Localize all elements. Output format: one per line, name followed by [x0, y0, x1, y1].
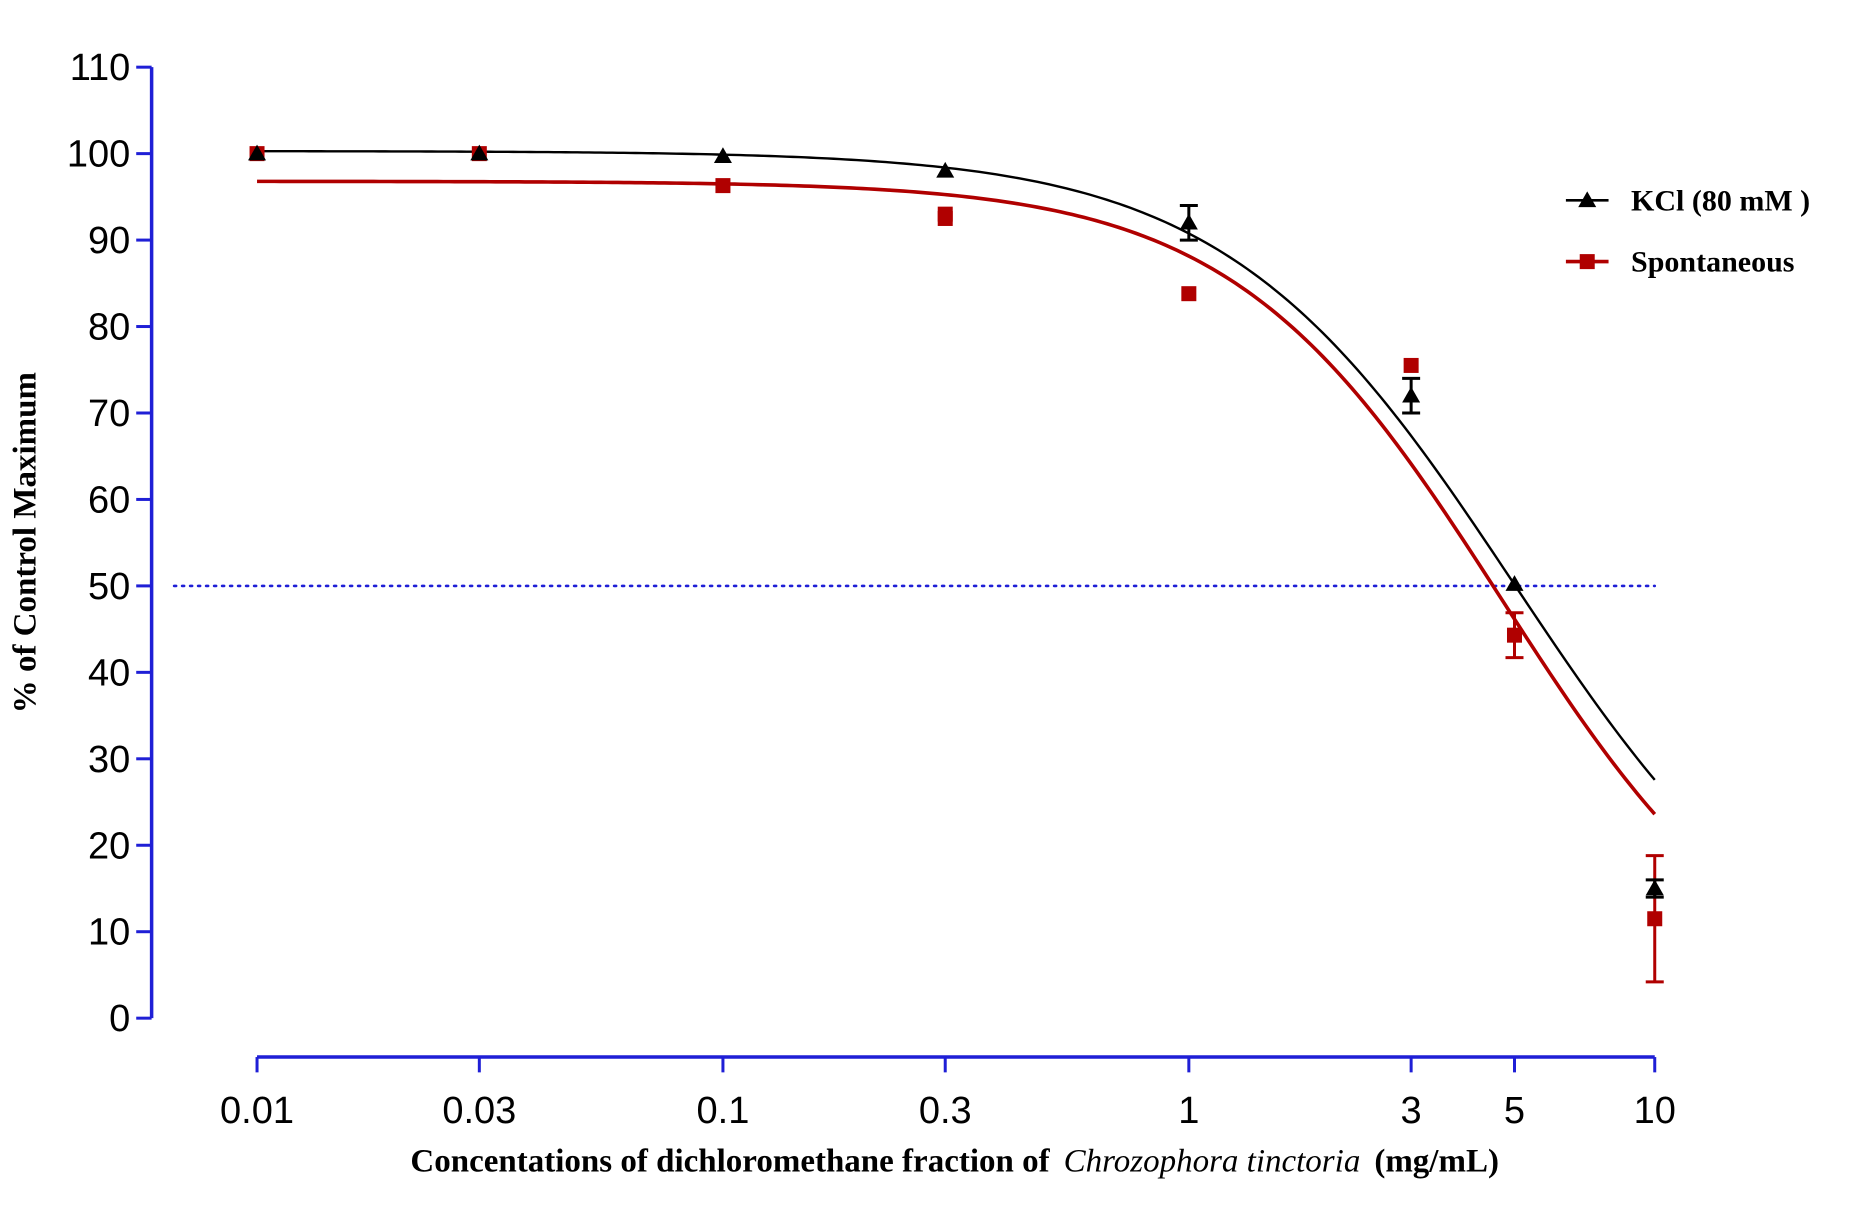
x-tick-label: 10 [1634, 1090, 1676, 1132]
legend-label: KCl (80 mM ) [1631, 184, 1810, 217]
y-tick-label: 100 [67, 134, 130, 176]
y-tick-label: 0 [109, 998, 130, 1040]
data-point-spontaneous [715, 178, 731, 194]
data-point-kcl [1402, 386, 1421, 403]
data-point-kcl [1645, 879, 1664, 896]
y-tick-label: 80 [88, 307, 130, 349]
y-tick-label: 30 [88, 739, 130, 781]
data-point-spontaneous [1506, 627, 1522, 643]
y-tick-label: 70 [88, 393, 130, 435]
x-tick-label: 0.3 [919, 1090, 972, 1132]
x-tick-label: 1 [1178, 1090, 1199, 1132]
data-point-kcl [248, 144, 267, 161]
data-point-kcl [1179, 213, 1198, 230]
data-point-kcl [1505, 575, 1524, 591]
x-tick-label: 0.03 [442, 1090, 516, 1132]
data-point-spontaneous [1647, 911, 1663, 927]
x-tick-label: 3 [1401, 1090, 1422, 1132]
y-tick-label: 90 [88, 220, 130, 262]
y-tick-label: 50 [88, 566, 130, 608]
x-axis-label: Concentations of dichloromethane fractio… [410, 1143, 1499, 1179]
data-point-spontaneous [1403, 357, 1419, 373]
fit-curve-kcl [257, 149, 1656, 781]
legend-label: Spontaneous [1631, 246, 1794, 279]
y-tick-label: 60 [88, 479, 130, 521]
x-axis-label-unit: (mg/mL) [1374, 1143, 1499, 1179]
x-axis-label-species: Chrozophora tinctoria [1064, 1143, 1361, 1179]
fit-curve-spontaneous [257, 179, 1657, 816]
data-point-kcl [470, 144, 489, 161]
y-tick-label: 10 [88, 912, 130, 954]
x-tick-label: 5 [1504, 1090, 1525, 1132]
y-tick-label: 110 [70, 47, 131, 89]
data-point-spontaneous [1181, 286, 1197, 302]
legend-marker-kcl [1578, 191, 1597, 208]
x-tick-label: 0.01 [220, 1090, 294, 1132]
y-tick-label: 20 [88, 825, 130, 867]
data-point-kcl [936, 161, 955, 178]
legend-marker-spontaneous [1579, 254, 1595, 270]
y-axis-label: % of Control Maximum [8, 372, 44, 713]
y-tick-label: 40 [88, 652, 130, 694]
data-point-spontaneous [937, 210, 953, 226]
data-point-kcl [713, 147, 732, 163]
x-tick-label: 0.1 [697, 1090, 750, 1132]
x-axis-label-main: Concentations of dichloromethane fractio… [410, 1143, 1050, 1179]
